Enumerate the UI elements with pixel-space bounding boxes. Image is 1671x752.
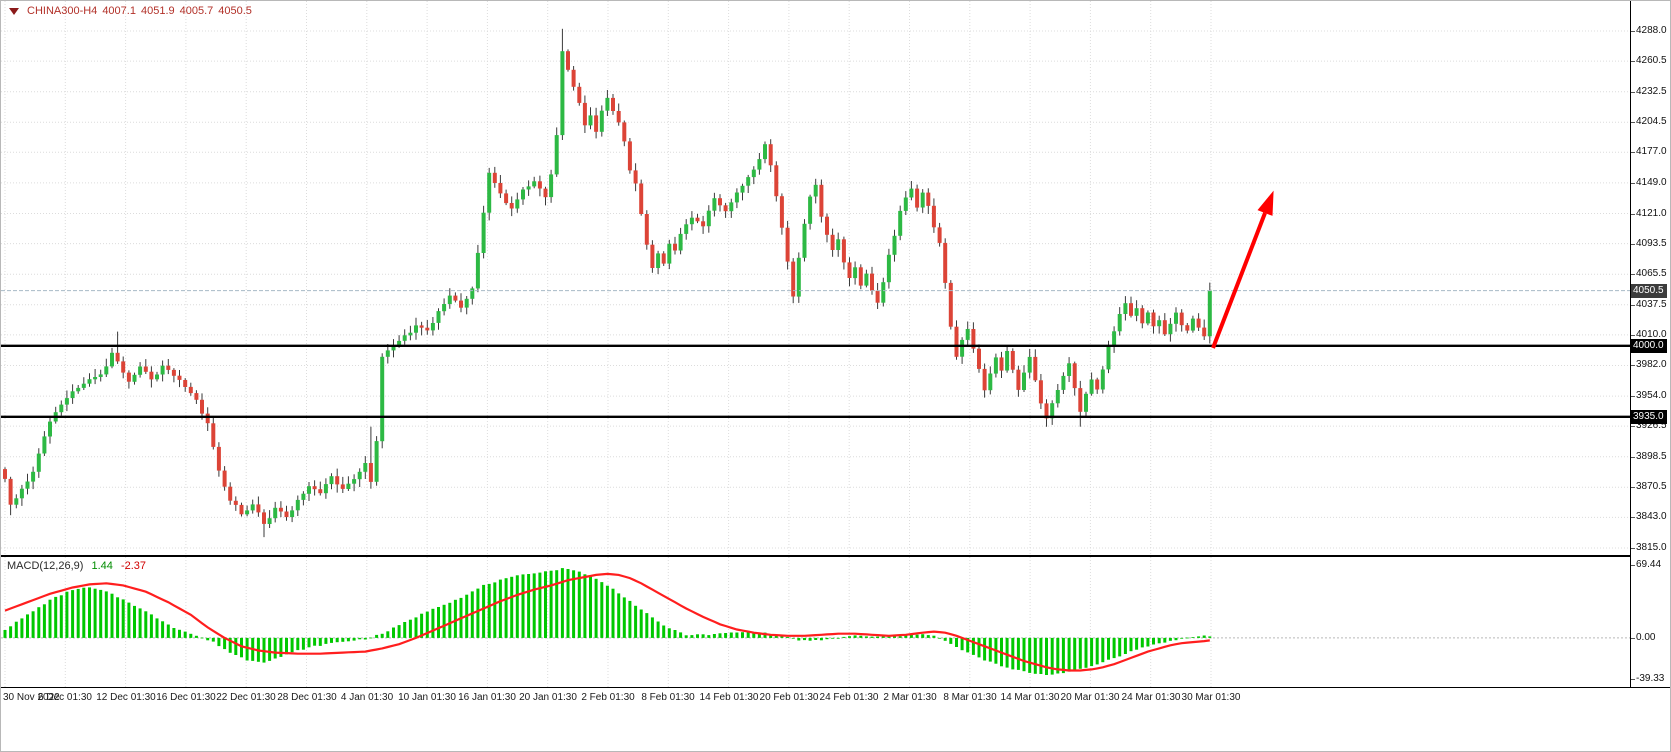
ohlc-open-value: 4007.1 <box>102 5 136 17</box>
price-tick-label: 4065.5 <box>1631 268 1667 279</box>
ohlc-close-value: 4050.5 <box>218 5 252 17</box>
time-tick-label: 24 Mar 01:30 <box>1121 692 1181 703</box>
time-tick-label: 16 Dec 01:30 <box>156 692 216 703</box>
price-axis[interactable]: 4288.0 4260.5 4232.5 4204.5 4177.0 4149.0 4121… <box>1630 1 1670 557</box>
price-tick-label: 4177.0 <box>1631 146 1667 157</box>
macd-name: MACD(12,26,9) <box>7 560 84 572</box>
macd-signal-value: -2.37 <box>120 560 147 572</box>
price-chart-panel[interactable]: CHINA300-H4 4007.1 4051.9 4005.7 4050.5 <box>1 1 1630 557</box>
price-tick-label: 4149.0 <box>1631 177 1667 188</box>
price-tick-label: 3926.5 <box>1631 420 1667 431</box>
time-tick-label: 22 Dec 01:30 <box>216 692 276 703</box>
macd-axis[interactable]: 69.44 0.00 -39.33 <box>1630 557 1670 687</box>
time-tick-label: 12 Dec 01:30 <box>96 692 156 703</box>
time-tick-label: 2 Feb 01:30 <box>581 692 635 703</box>
price-chart-canvas[interactable] <box>1 1 1630 555</box>
price-tick-label: 4232.5 <box>1631 86 1667 97</box>
level-price-badge: 4000.0 <box>1631 339 1667 353</box>
price-tick-label: 3898.5 <box>1631 451 1667 462</box>
price-tick-label: 4093.5 <box>1631 238 1667 249</box>
price-tick-label: 3870.5 <box>1631 481 1667 492</box>
time-tick-label: 6 Dec 01:30 <box>38 692 92 703</box>
time-tick-label: 8 Feb 01:30 <box>641 692 695 703</box>
time-tick-label: 4 Jan 01:30 <box>340 692 394 703</box>
level-price-badge: 3935.0 <box>1631 410 1667 424</box>
price-tick-label: 3982.0 <box>1631 359 1667 370</box>
time-axis[interactable]: 30 Nov 2022 6 Dec 01:30 12 Dec 01:30 16 Dec… <box>1 687 1670 711</box>
symbol-name: CHINA300-H4 <box>27 5 98 17</box>
time-tick-label: 2 Mar 01:30 <box>883 692 937 703</box>
time-tick-label: 8 Mar 01:30 <box>943 692 997 703</box>
symbol-marker-icon <box>9 7 19 15</box>
macd-main-value: 1.44 <box>91 560 113 572</box>
macd-tick-label: 0.00 <box>1630 632 1656 643</box>
price-tick-label: 3815.0 <box>1631 542 1667 553</box>
current-price-badge: 4050.5 <box>1631 284 1667 298</box>
time-tick-label: 30 Mar 01:30 <box>1181 692 1241 703</box>
time-tick-label: 20 Feb 01:30 <box>759 692 819 703</box>
price-tick-label: 3843.0 <box>1631 511 1667 522</box>
price-tick-label: 4010.0 <box>1631 329 1667 340</box>
macd-tick-label: 69.44 <box>1630 559 1662 570</box>
price-tick-label: 4204.5 <box>1631 116 1667 127</box>
trend-arrow[interactable] <box>1211 190 1274 349</box>
price-tick-label: 3954.0 <box>1631 390 1667 401</box>
macd-canvas[interactable] <box>1 557 1630 687</box>
ohlc-low-value: 4005.7 <box>179 5 214 17</box>
price-tick-label: 4121.0 <box>1631 208 1667 219</box>
macd-indicator-label: MACD(12,26,9) 1.44 -2.37 <box>7 560 146 572</box>
time-tick-label: 20 Mar 01:30 <box>1060 692 1120 703</box>
time-tick-label: 20 Jan 01:30 <box>519 692 577 703</box>
time-tick-label: 14 Feb 01:30 <box>699 692 759 703</box>
macd-signal-line <box>4 572 1210 672</box>
bearish-candles <box>3 51 1207 524</box>
macd-tick-label: -39.33 <box>1630 673 1665 684</box>
time-tick-label: 30 Nov 2022 <box>3 692 60 703</box>
symbol-info-bar: CHINA300-H4 4007.1 4051.9 4005.7 4050.5 <box>9 5 252 17</box>
time-tick-label: 28 Dec 01:30 <box>277 692 337 703</box>
time-tick-label: 14 Mar 01:30 <box>1000 692 1060 703</box>
price-tick-label: 4260.5 <box>1631 55 1667 66</box>
ohlc-high-value: 4051.9 <box>140 5 175 17</box>
price-tick-label: 4037.5 <box>1631 299 1667 310</box>
macd-histogram <box>3 568 1212 675</box>
time-tick-label: 24 Feb 01:30 <box>819 692 879 703</box>
price-tick-label: 4288.0 <box>1631 25 1667 36</box>
time-tick-label: 10 Jan 01:30 <box>398 692 456 703</box>
time-tick-label: 16 Jan 01:30 <box>458 692 516 703</box>
macd-indicator-panel[interactable]: MACD(12,26,9) 1.44 -2.37 <box>1 557 1630 687</box>
